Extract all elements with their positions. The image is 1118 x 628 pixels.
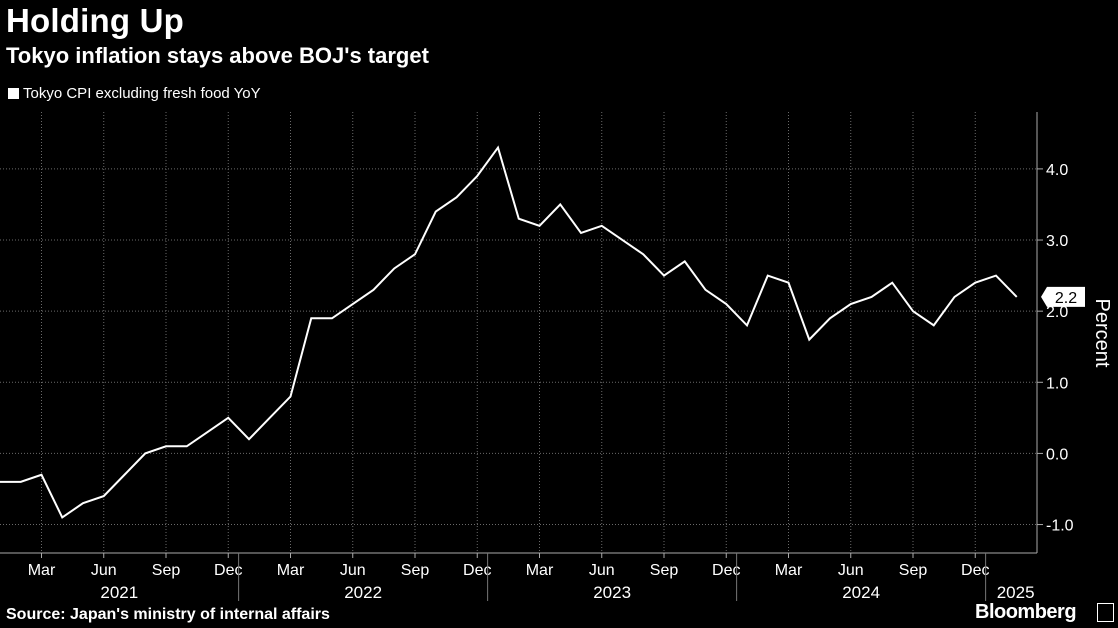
terminal-icon: [1097, 603, 1114, 622]
y-tick-label: 2.0: [1046, 304, 1068, 321]
y-tick-label: 0.0: [1046, 446, 1068, 463]
x-tick-label: Sep: [152, 562, 181, 579]
x-tick-label: Dec: [961, 562, 989, 579]
year-label: 2022: [344, 583, 382, 602]
x-tick-label: Mar: [28, 562, 56, 579]
last-value-callout: [1041, 286, 1085, 307]
x-tick-label: Sep: [650, 562, 679, 579]
chart-title: Holding Up: [6, 2, 184, 39]
y-tick-label: 4.0: [1046, 162, 1068, 179]
year-label: 2021: [100, 583, 138, 602]
x-tick-label: Jun: [838, 562, 864, 579]
x-tick-label: Sep: [899, 562, 928, 579]
x-tick-label: Jun: [340, 562, 366, 579]
chart-subtitle: Tokyo inflation stays above BOJ's target: [6, 43, 429, 68]
y-tick-label: 3.0: [1046, 233, 1068, 250]
x-tick-label: Dec: [214, 562, 242, 579]
x-tick-label: Dec: [712, 562, 740, 579]
x-tick-label: Mar: [526, 562, 554, 579]
y-tick-label: -1.0: [1046, 518, 1074, 535]
series-line-tokyo-cpi: [0, 145, 1018, 519]
x-tick-label: Mar: [277, 562, 305, 579]
source-note: Source: Japan's ministry of internal aff…: [6, 606, 330, 623]
legend-label: Tokyo CPI excluding fresh food YoY: [23, 85, 261, 102]
y-tick-label: 1.0: [1046, 375, 1068, 392]
year-label: 2025: [997, 583, 1035, 602]
y-axis-label: Percent: [1091, 299, 1113, 368]
x-tick-label: Mar: [775, 562, 803, 579]
brand-logo: Bloomberg: [975, 601, 1077, 623]
legend: Tokyo CPI excluding fresh food YoY: [8, 85, 261, 102]
x-tick-label: Sep: [401, 562, 430, 579]
x-tick-label: Jun: [91, 562, 117, 579]
year-label: 2024: [842, 583, 880, 602]
year-label: 2023: [593, 583, 631, 602]
legend-swatch: [8, 88, 19, 99]
x-tick-label: Jun: [589, 562, 615, 579]
x-tick-label: Dec: [463, 562, 491, 579]
last-value-label: 2.2: [1055, 290, 1077, 307]
